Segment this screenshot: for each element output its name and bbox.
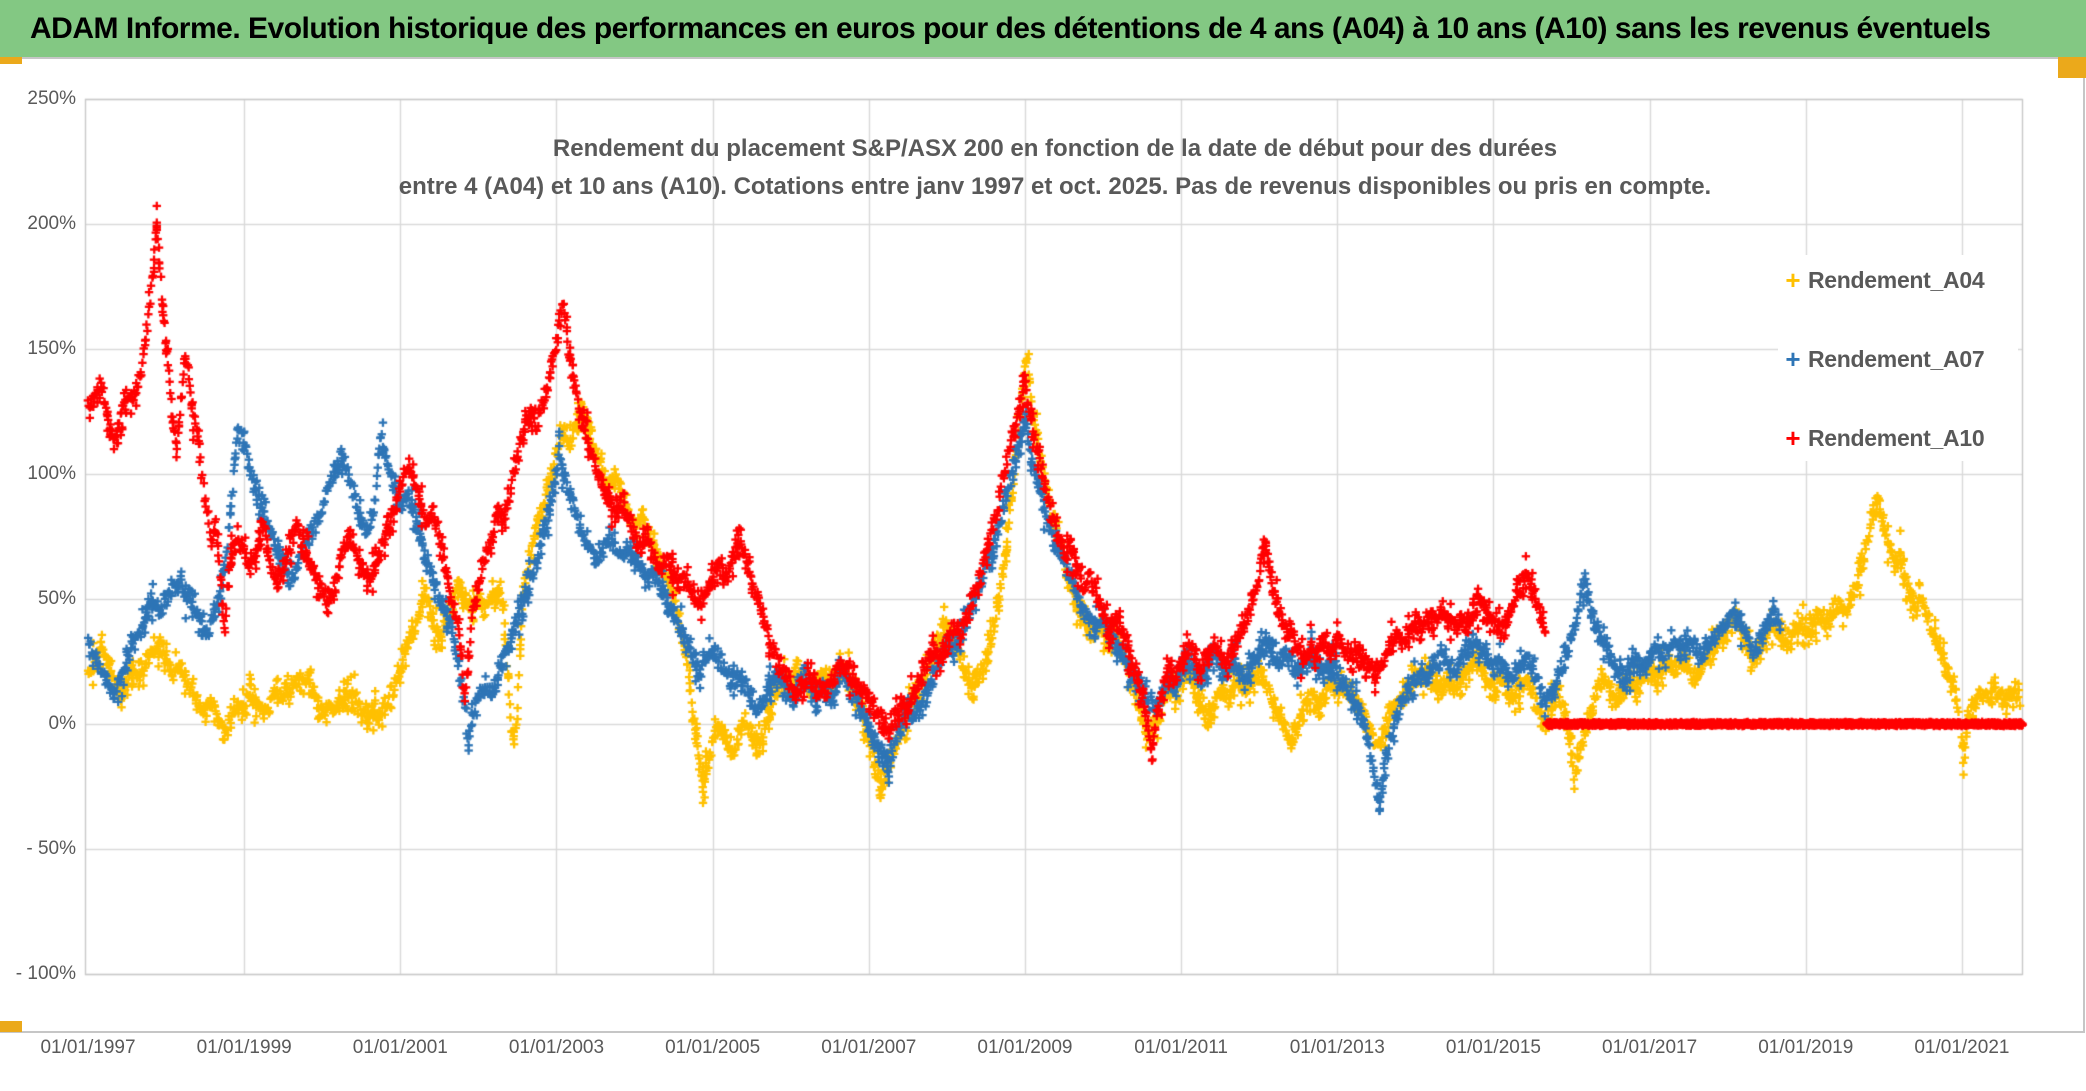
y-axis-tick-label: - 50% (26, 838, 76, 859)
legend-item-rendement_a07: + Rendement_A07 (1778, 342, 2018, 376)
x-axis-tick-label: 01/01/2009 (977, 1037, 1073, 1058)
y-axis-tick-label: 150% (27, 338, 76, 359)
gold-accent-left (0, 57, 22, 64)
legend-plus-marker-icon: + (1785, 344, 1801, 374)
x-axis-tick-label: 01/01/2001 (352, 1037, 448, 1058)
app-title: ADAM Informe. Evolution historique des p… (30, 11, 1991, 45)
x-axis-tick-label: 01/01/2005 (665, 1037, 761, 1058)
legend-plus-marker-icon: + (1785, 265, 1801, 295)
x-axis-tick-label: 01/01/2013 (1289, 1037, 1385, 1058)
x-axis-tick-label: 01/01/2015 (1445, 1037, 1541, 1058)
y-axis-tick-label: 50% (37, 588, 76, 609)
x-axis-tick-label: 01/01/2017 (1602, 1037, 1698, 1058)
legend-item-label: Rendement_A04 (1808, 266, 1985, 293)
x-axis-tick-label: 01/01/2019 (1758, 1037, 1854, 1058)
y-axis-tick-label: 0% (48, 713, 76, 734)
app-title-banner: ADAM Informe. Evolution historique des p… (0, 0, 2086, 57)
x-axis-tick-label: 01/01/1999 (196, 1037, 292, 1058)
x-axis-tick-label: 01/01/2007 (821, 1037, 917, 1058)
x-axis-tick-label: 01/01/2003 (508, 1037, 605, 1058)
x-axis-tick-label: 01/01/2021 (1914, 1037, 2010, 1058)
legend-item-rendement_a04: + Rendement_A04 (1778, 263, 2018, 297)
y-axis-tick-label: 100% (27, 463, 76, 484)
x-axis-tick-label: 01/01/2011 (1134, 1037, 1228, 1058)
legend-item-rendement_a10: + Rendement_A10 (1778, 421, 2018, 455)
legend-plus-marker-icon: + (1785, 423, 1801, 453)
y-axis-tick-label: - 100% (15, 963, 76, 984)
gold-accent-corner (2058, 57, 2086, 78)
gold-accent-bottom (0, 1021, 22, 1032)
chart-title-line2: entre 4 (A04) et 10 ans (A10). Cotations… (398, 173, 1712, 200)
legend-item-label: Rendement_A10 (1808, 424, 1985, 451)
scatter-plot-canvas (0, 59, 2086, 1091)
x-axis-tick-label: 01/01/1997 (40, 1037, 136, 1058)
legend-item-label: Rendement_A07 (1808, 345, 1985, 372)
y-axis-tick-label: 250% (27, 88, 76, 109)
y-axis-tick-label: 200% (27, 213, 76, 234)
chart-title-line1: Rendement du placement S&P/ASX 200 en fo… (552, 135, 1558, 162)
chart-area: Rendement du placement S&P/ASX 200 en fo… (0, 57, 2086, 1091)
chart-legend: + Rendement_A04 + Rendement_A07 + Rendement_A… (1778, 255, 2018, 461)
